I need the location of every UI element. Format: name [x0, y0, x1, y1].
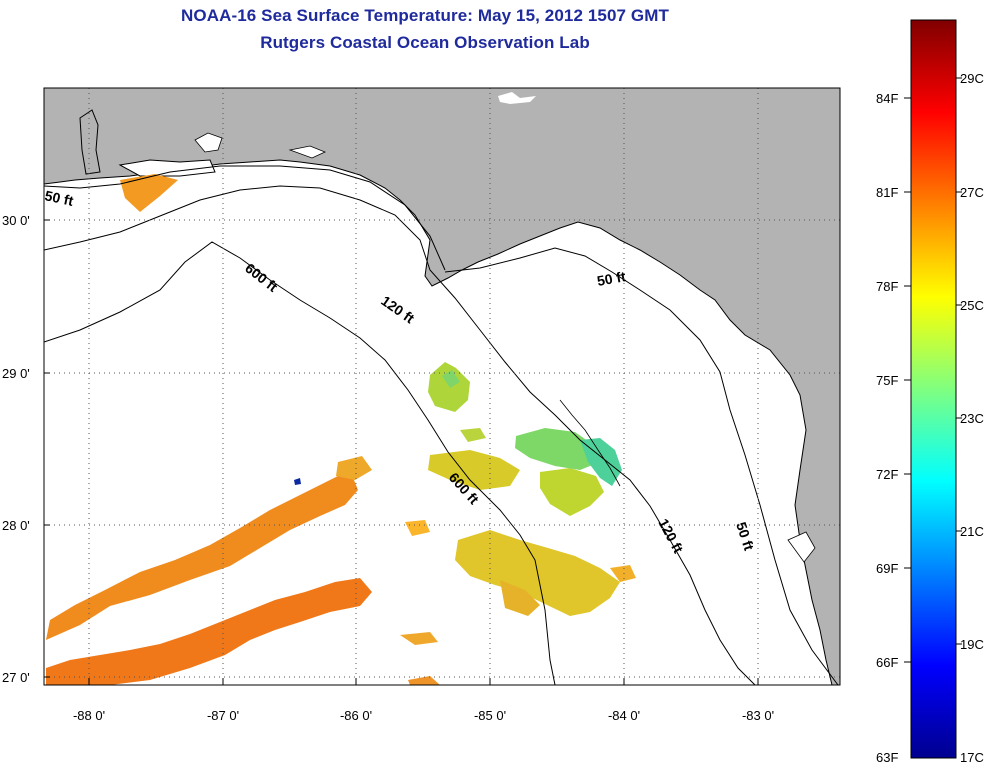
- bay: [787, 531, 816, 563]
- map-frame: [43, 87, 841, 686]
- colorbar-f-label: 63F: [876, 750, 898, 765]
- colorbar-c-label: 21C: [960, 524, 984, 539]
- colorbar-c-label: 17C: [960, 750, 984, 765]
- contour-50ft-east: [444, 247, 839, 685]
- peninsula: [79, 109, 101, 175]
- colorbar-f-label: 84F: [876, 91, 898, 106]
- colorbar-f-label: 66F: [876, 655, 898, 670]
- lake: [498, 92, 536, 104]
- contour-label: 50 ft: [43, 187, 75, 209]
- colorbar-f-label: 75F: [876, 373, 898, 388]
- lat-tick-label: 29 0': [2, 366, 30, 381]
- lon-tick-label: -84 0': [608, 708, 640, 723]
- contour-50ft-west: [44, 165, 446, 271]
- colorbar-c-label: 27C: [960, 185, 984, 200]
- colorbar-c-label: 29C: [960, 71, 984, 86]
- colorbar-c-label: 23C: [960, 411, 984, 426]
- lon-tick-label: -83 0': [742, 708, 774, 723]
- sst-map: 50 ft 600 ft 120 ft 50 ft 600 ft 120 ft …: [2, 87, 841, 723]
- lon-tick-label: -86 0': [340, 708, 372, 723]
- map-subtitle: Rutgers Coastal Ocean Observation Lab: [260, 33, 590, 52]
- lon-tick-label: -88 0': [73, 708, 105, 723]
- land-area: [44, 88, 840, 685]
- map-title: NOAA-16 Sea Surface Temperature: May 15,…: [181, 6, 669, 25]
- lon-tick-label: -85 0': [474, 708, 506, 723]
- colorbar-f-label: 81F: [876, 185, 898, 200]
- lat-tick-label: 28 0': [2, 518, 30, 533]
- contour-120ft: [44, 185, 756, 685]
- contour-600ft: [44, 241, 556, 685]
- lat-tick-label: 27 0': [2, 670, 30, 685]
- colorbar-c-label: 25C: [960, 298, 984, 313]
- lat-tick-label: 30 0': [2, 213, 30, 228]
- colorbar-f-label: 72F: [876, 467, 898, 482]
- colorbar-gradient: [910, 19, 957, 759]
- contour-label: 50 ft: [596, 268, 627, 289]
- lon-tick-label: -87 0': [207, 708, 239, 723]
- bay: [194, 132, 223, 153]
- colorbar-c-label: 19C: [960, 637, 984, 652]
- colorbar-f-label: 69F: [876, 561, 898, 576]
- bay: [288, 145, 327, 159]
- colorbar-f-label: 78F: [876, 279, 898, 294]
